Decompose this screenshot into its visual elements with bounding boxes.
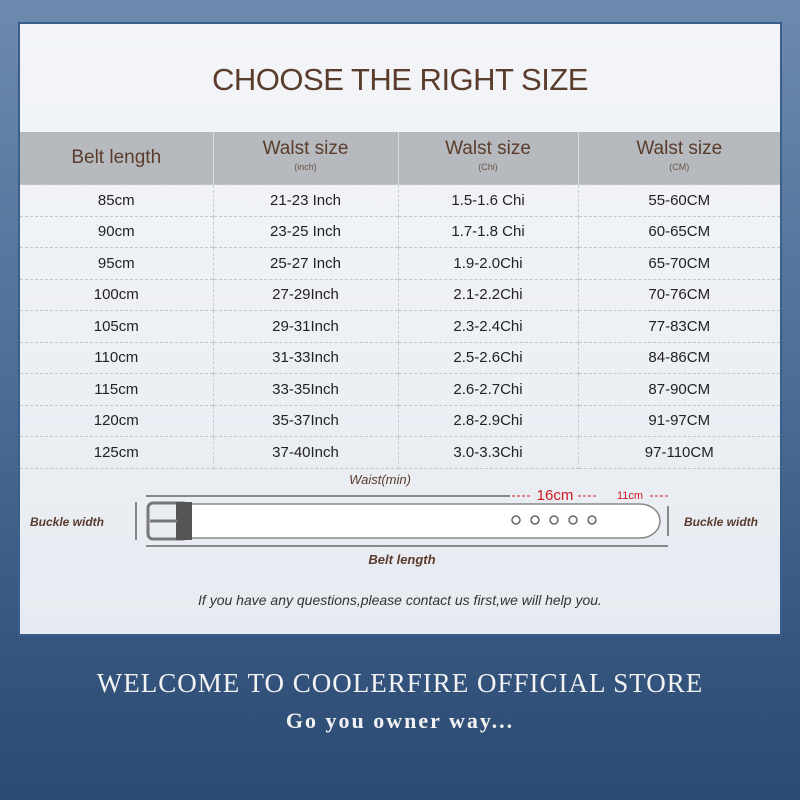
- table-cell: 2.8-2.9Chi: [398, 404, 579, 437]
- chart-title: CHOOSE THE RIGHT SIZE: [212, 62, 588, 97]
- table-cell: 29-31Inch: [213, 310, 399, 342]
- table-cell: 2.5-2.6Chi: [398, 341, 579, 374]
- table-row: 100cm 27-29Inch 2.1-2.2Chi 70-76CM: [20, 278, 780, 311]
- table-cell: 120cm: [20, 404, 214, 437]
- column-header-unit: (inch): [294, 162, 317, 172]
- table-row: 85cm 21-23 Inch 1.5-1.6 Chi 55-60CM: [20, 184, 780, 216]
- table-cell: 115cm: [20, 373, 214, 405]
- table-row: 120cm 35-37Inch 2.8-2.9Chi 91-97CM: [20, 404, 780, 437]
- table-row: 115cm 33-35Inch 2.6-2.7Chi 87-90CM: [20, 373, 780, 405]
- table-cell: 100cm: [20, 278, 214, 311]
- column-header-unit: (CM): [669, 162, 690, 172]
- table-row: 125cm 37-40Inch 3.0-3.3Chi 97-110CM: [20, 436, 780, 469]
- contact-note: If you have any questions,please contact…: [198, 592, 602, 608]
- table-cell: 85cm: [20, 184, 214, 216]
- table-row: 105cm 29-31Inch 2.3-2.4Chi 77-83CM: [20, 310, 780, 342]
- column-header: Walst size (CM): [578, 132, 780, 185]
- table-cell: 2.6-2.7Chi: [398, 373, 579, 405]
- size-chart-panel: CHOOSE THE RIGHT SIZE Belt length Walst s…: [18, 22, 782, 636]
- column-header: Walst size (inch): [213, 132, 399, 185]
- table-cell: 55-60CM: [578, 184, 780, 216]
- belt-diagram: Waist(min) 16cm 11cm Buckle width Buckle…: [30, 472, 758, 567]
- belt-icon: [146, 501, 661, 541]
- table-cell: 70-76CM: [578, 278, 780, 311]
- size-table: Belt length Walst size (inch) Walst size (Ch…: [20, 132, 780, 469]
- table-cell: 91-97CM: [578, 404, 780, 437]
- belt-length-label: Belt length: [368, 552, 435, 567]
- column-header-label: Walst size: [636, 138, 723, 159]
- table-cell: 2.3-2.4Chi: [398, 310, 579, 342]
- table-cell: 37-40Inch: [213, 436, 399, 469]
- column-header: Walst size (Chi): [398, 132, 579, 185]
- column-header-unit: (Chi): [478, 162, 498, 172]
- table-cell: 25-27 Inch: [213, 247, 399, 279]
- table-cell: 35-37Inch: [213, 404, 399, 437]
- column-header-label: Walst size: [445, 138, 531, 159]
- table-cell: 31-33Inch: [213, 341, 399, 374]
- column-header: Belt length: [20, 132, 214, 185]
- table-cell: 33-35Inch: [213, 373, 399, 405]
- tip-span-label: 11cm: [617, 490, 643, 502]
- column-header-label: Walst size: [262, 138, 349, 159]
- table-cell: 87-90CM: [578, 373, 780, 405]
- table-cell: 95cm: [20, 247, 214, 279]
- waist-label: Waist(min): [349, 472, 411, 487]
- table-cell: 125cm: [20, 436, 214, 469]
- table-cell: 2.1-2.2Chi: [398, 278, 579, 311]
- table-cell: 84-86CM: [578, 341, 780, 374]
- table-cell: 1.7-1.8 Chi: [398, 215, 579, 248]
- hole-span-label: 16cm: [537, 487, 574, 504]
- table-cell: 110cm: [20, 341, 214, 374]
- buckle-width-right: Buckle width: [684, 515, 758, 529]
- table-cell: 3.0-3.3Chi: [398, 436, 579, 469]
- table-cell: 60-65CM: [578, 215, 780, 248]
- table-cell: 77-83CM: [578, 310, 780, 342]
- table-cell: 90cm: [20, 215, 214, 248]
- table-cell: 21-23 Inch: [213, 184, 399, 216]
- table-cell: 105cm: [20, 310, 214, 342]
- table-cell: 65-70CM: [578, 247, 780, 279]
- table-cell: 97-110CM: [578, 436, 780, 469]
- buckle-width-left: Buckle width: [30, 515, 104, 529]
- table-row: 95cm 25-27 Inch 1.9-2.0Chi 65-70CM: [20, 247, 780, 279]
- table-cell: 27-29Inch: [213, 278, 399, 311]
- table-cell: 23-25 Inch: [213, 215, 399, 248]
- table-row: 110cm 31-33Inch 2.5-2.6Chi 84-86CM: [20, 341, 780, 374]
- table-row: 90cm 23-25 Inch 1.7-1.8 Chi 60-65CM: [20, 215, 780, 248]
- table-cell: 1.9-2.0Chi: [398, 247, 579, 279]
- store-slogan: Go you owner way...: [285, 708, 515, 733]
- store-welcome: WELCOME TO COOLERFIRE OFFICIAL STORE: [96, 668, 704, 698]
- table-cell: 1.5-1.6 Chi: [398, 184, 579, 216]
- column-header-label: Belt length: [71, 147, 162, 168]
